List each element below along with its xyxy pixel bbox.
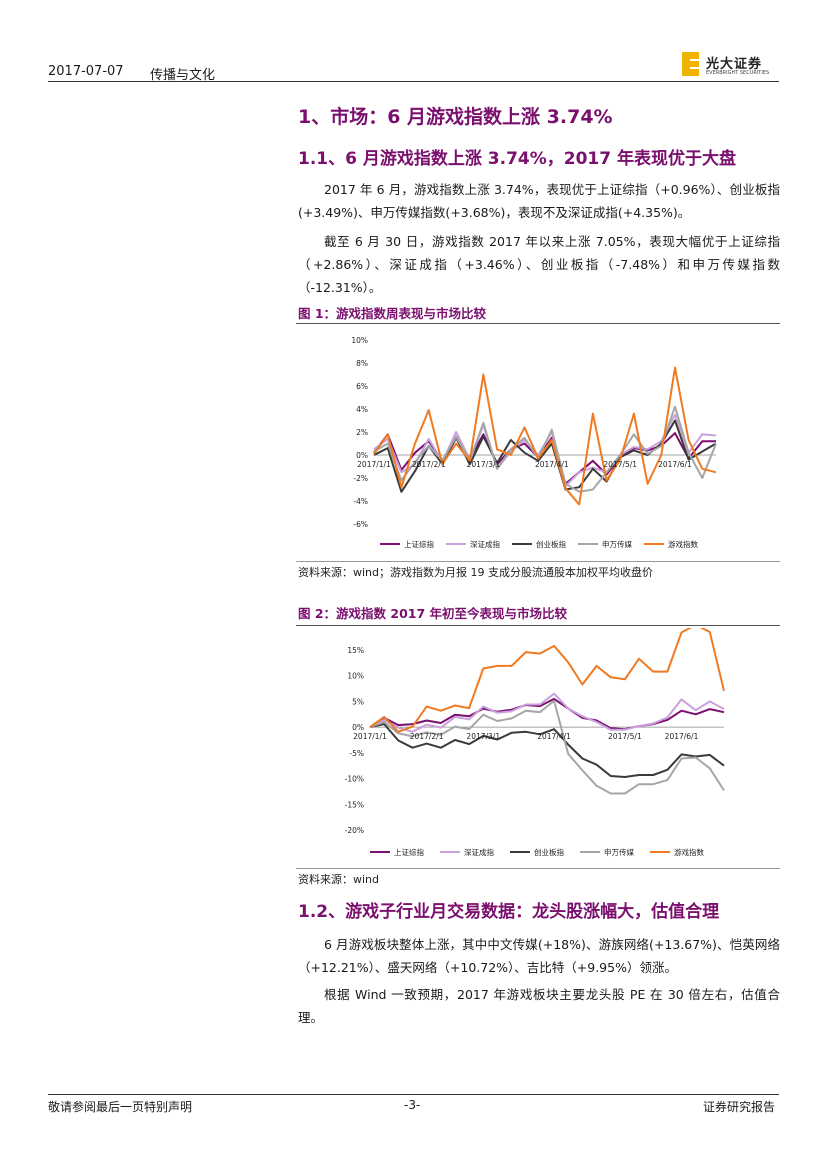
x-tick-label: 2017/2/1 bbox=[412, 460, 446, 469]
subsection-heading-2: 1.2、游戏子行业月交易数据：龙头股涨幅大，估值合理 bbox=[298, 902, 720, 922]
x-tick-label: 2017/3/1 bbox=[467, 460, 501, 469]
section-heading: 1、市场：6 月游戏指数上涨 3.74% bbox=[298, 106, 613, 128]
y-tick-label: 10% bbox=[347, 672, 364, 681]
x-tick-label: 2017/1/1 bbox=[353, 732, 387, 741]
figure2-title: 图 2：游戏指数 2017 年初至今表现与市场比较 bbox=[298, 606, 568, 621]
legend-label: 游戏指数 bbox=[674, 847, 704, 857]
x-tick-label: 2017/5/1 bbox=[603, 460, 637, 469]
figure1-top-rule bbox=[296, 323, 780, 324]
y-tick-label: 10% bbox=[351, 336, 368, 345]
weekly-performance-chart: 10% 8% 6% 4% 2% 0% -2% -4% -6% 2017/1/1 2017/2/1 20… bbox=[351, 336, 717, 549]
footer-rule bbox=[48, 1094, 779, 1095]
series-line-shenzhen bbox=[369, 692, 725, 733]
x-tick-label: 2017/3/1 bbox=[466, 732, 500, 741]
logo-mark-icon bbox=[682, 52, 699, 76]
y-tick-label: 15% bbox=[347, 646, 364, 655]
y-tick-label: 0% bbox=[352, 723, 364, 732]
figure1-title: 图 1：游戏指数周表现与市场比较 bbox=[298, 306, 487, 321]
figure2-top-rule bbox=[296, 625, 780, 626]
y-tick-label: 8% bbox=[356, 359, 368, 368]
legend-label: 上证综指 bbox=[404, 539, 434, 549]
x-tick-label: 2017/6/1 bbox=[665, 732, 699, 741]
y-tick-label: -20% bbox=[345, 826, 364, 835]
paragraph-june-performance: 2017 年 6 月，游戏指数上涨 3.74%，表现优于上证综指（+0.96%）… bbox=[298, 182, 780, 220]
paragraph-leaders: 6 月游戏板块整体上涨，其中中文传媒(+18%)、游族网络(+13.67%)、恺… bbox=[298, 937, 780, 975]
page-number: -3- bbox=[404, 1098, 421, 1112]
legend-label: 游戏指数 bbox=[668, 539, 698, 549]
x-tick-label: 2017/4/1 bbox=[535, 460, 569, 469]
header-topic: 传播与文化 bbox=[150, 68, 216, 83]
y-tick-label: 0% bbox=[356, 451, 368, 460]
series-line-sw_media bbox=[373, 405, 717, 493]
y-tick-label: 2% bbox=[356, 428, 368, 437]
company-logo: 光大证券 EVERBRIGHT SECURITIES bbox=[682, 52, 782, 78]
series-line-game bbox=[369, 628, 725, 733]
figure1-bottom-rule bbox=[296, 561, 780, 562]
y-tick-label: -15% bbox=[345, 800, 364, 809]
x-tick-label: 2017/4/1 bbox=[537, 732, 571, 741]
y-tick-label: 4% bbox=[356, 405, 368, 414]
legend-label: 申万传媒 bbox=[602, 539, 632, 549]
y-tick-label: -2% bbox=[353, 474, 368, 483]
figure2-bottom-rule bbox=[296, 868, 780, 869]
figure1-source: 资料来源：wind；游戏指数为月报 19 支成分股流通股本加权平均收盘价 bbox=[298, 566, 653, 579]
legend-label: 深证成指 bbox=[470, 539, 500, 549]
series-line-game bbox=[373, 366, 717, 506]
y-tick-label: -6% bbox=[353, 520, 368, 529]
paragraph-valuation: 根据 Wind 一致预期，2017 年游戏板块主要龙头股 PE 在 30 倍左右… bbox=[298, 987, 780, 1025]
header-rule bbox=[48, 81, 779, 82]
legend-label: 申万传媒 bbox=[604, 847, 634, 857]
legend-label: 创业板指 bbox=[534, 847, 564, 857]
x-tick-label: 2017/6/1 bbox=[658, 460, 692, 469]
logo-text-en: EVERBRIGHT SECURITIES bbox=[706, 70, 770, 76]
legend-label: 创业板指 bbox=[536, 539, 566, 549]
footer-report-type: 证券研究报告 bbox=[703, 1100, 776, 1114]
y-tick-label: 6% bbox=[356, 382, 368, 391]
footer-disclaimer: 敬请参阅最后一页特别声明 bbox=[48, 1100, 193, 1114]
ytd-performance-chart: 15% 10% 5% 0% -5% -10% -15% -20% 2017/1/1 2017/2/… bbox=[345, 628, 725, 857]
x-tick-label: 2017/1/1 bbox=[357, 460, 391, 469]
x-tick-label: 2017/2/1 bbox=[410, 732, 444, 741]
header-date: 2017-07-07 bbox=[48, 64, 124, 79]
y-tick-label: -4% bbox=[353, 497, 368, 506]
series-line-shanghai bbox=[373, 432, 716, 485]
series-line-chinext bbox=[369, 723, 725, 778]
y-tick-label: -10% bbox=[345, 775, 364, 784]
subsection-heading: 1.1、6 月游戏指数上涨 3.74%，2017 年表现优于大盘 bbox=[298, 149, 736, 169]
y-tick-label: 5% bbox=[352, 697, 364, 706]
logo-text-cn: 光大证券 bbox=[706, 57, 763, 72]
x-tick-label: 2017/5/1 bbox=[608, 732, 642, 741]
figure2-source: 资料来源：wind bbox=[298, 873, 380, 886]
legend-label: 深证成指 bbox=[464, 847, 494, 857]
series-line-sw_media bbox=[369, 699, 725, 795]
paragraph-ytd-performance: 截至 6 月 30 日，游戏指数 2017 年以来上涨 7.05%，表现大幅优于… bbox=[298, 234, 780, 295]
legend-label: 上证综指 bbox=[394, 847, 424, 857]
series-line-shanghai bbox=[369, 697, 725, 731]
y-tick-label: -5% bbox=[349, 749, 364, 758]
